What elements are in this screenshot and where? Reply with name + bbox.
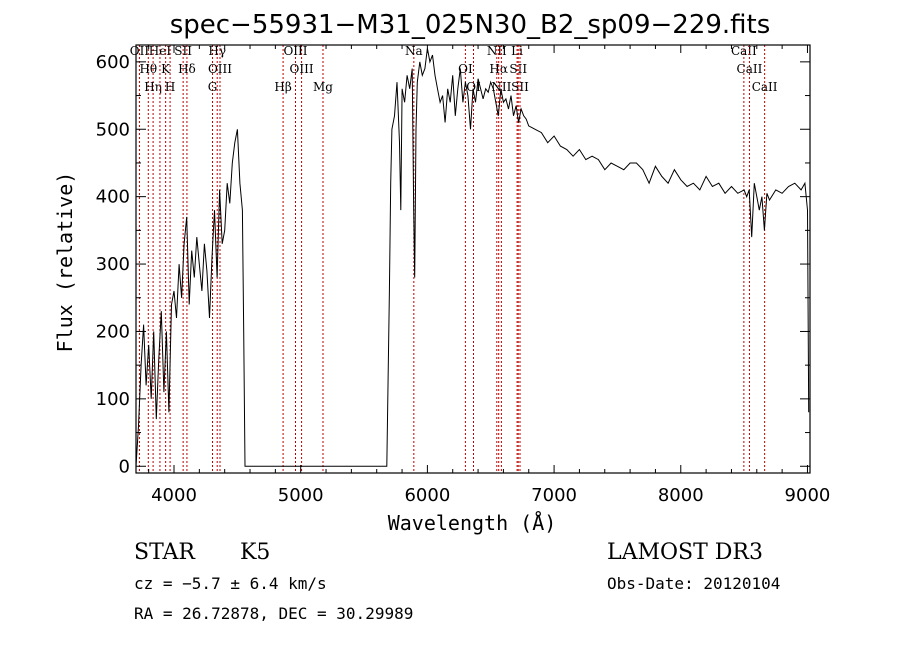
spectral-line-label: CaII xyxy=(737,62,763,76)
spectral-line-label: OIII xyxy=(290,62,314,76)
spectral-line-label: OIII xyxy=(208,62,232,76)
x-tick-label: 7000 xyxy=(531,485,577,506)
y-tick-label: 0 xyxy=(119,456,130,477)
spectral-line-label: CaII xyxy=(752,80,778,94)
spectral-line-label: K xyxy=(161,62,171,76)
y-tick-label: 300 xyxy=(96,254,130,275)
x-tick-label: 4000 xyxy=(151,485,197,506)
spectral-line-label: SII xyxy=(174,44,192,58)
x-tick-label: 6000 xyxy=(404,485,450,506)
chart-title: spec−55931−M31_025N30_B2_sp09−229.fits xyxy=(170,10,771,40)
spectral-line-label: Mg xyxy=(313,80,333,94)
y-tick-label: 600 xyxy=(96,52,130,73)
spectral-line-label: Li xyxy=(511,44,523,58)
spectral-line-label: NII xyxy=(487,44,507,58)
spectral-line-label: Hη xyxy=(144,80,162,94)
axis-ticks: 4000 5000 6000 7000 8000 9000 0 100 200 300 400 500… xyxy=(96,45,831,506)
x-tick-label: 8000 xyxy=(658,485,704,506)
spectral-line-label: HeI xyxy=(149,44,172,58)
spectral-line-label: Na xyxy=(405,44,423,58)
spectral-subclass: K5 xyxy=(240,540,271,565)
survey-label: LAMOST DR3 xyxy=(607,540,763,565)
spectral-line-label: Hδ xyxy=(178,62,196,76)
spectral-line-label: H xyxy=(165,80,175,94)
flux-series-line xyxy=(135,48,810,467)
spectral-line-label: NII xyxy=(491,80,511,94)
y-tick-label: 100 xyxy=(96,389,130,410)
spectral-line-label: CaII xyxy=(731,44,757,58)
y-tick-label: 200 xyxy=(96,321,130,342)
spectral-line-label: Hθ xyxy=(139,62,157,76)
x-axis-label: Wavelength (Å) xyxy=(388,511,557,535)
spectral-line-label: G xyxy=(208,80,218,94)
y-axis-label: Flux (relative) xyxy=(53,172,77,353)
spectral-line-label: OIII xyxy=(283,44,307,58)
obs-date: Obs-Date: 20120104 xyxy=(607,574,781,593)
redshift-readout: cz = −5.7 ± 6.4 km/s xyxy=(134,574,327,593)
spectral-line-label: Hγ xyxy=(208,44,226,58)
spectral-line-label: Hβ xyxy=(274,80,291,94)
object-class: STAR xyxy=(134,540,195,565)
spectral-line-label: OI xyxy=(458,62,473,76)
x-tick-label: 9000 xyxy=(785,485,831,506)
plot-frame xyxy=(135,44,811,474)
spectral-line-label: Hα xyxy=(489,62,508,76)
y-tick-label: 500 xyxy=(96,119,130,140)
spectral-line-label: SII xyxy=(509,62,527,76)
x-tick-label: 5000 xyxy=(278,485,324,506)
spectral-line-label: SII xyxy=(511,80,529,94)
spectral-line-markers: OII Hθ Hη HeI KH SII Hδ G Hγ OIII Hβ OIII OIII Mg Na OI… xyxy=(130,44,778,473)
y-tick-label: 400 xyxy=(96,187,130,208)
spectral-line-label: OII xyxy=(130,44,150,58)
coordinates: RA = 26.72878, DEC = 30.29989 xyxy=(134,604,414,623)
